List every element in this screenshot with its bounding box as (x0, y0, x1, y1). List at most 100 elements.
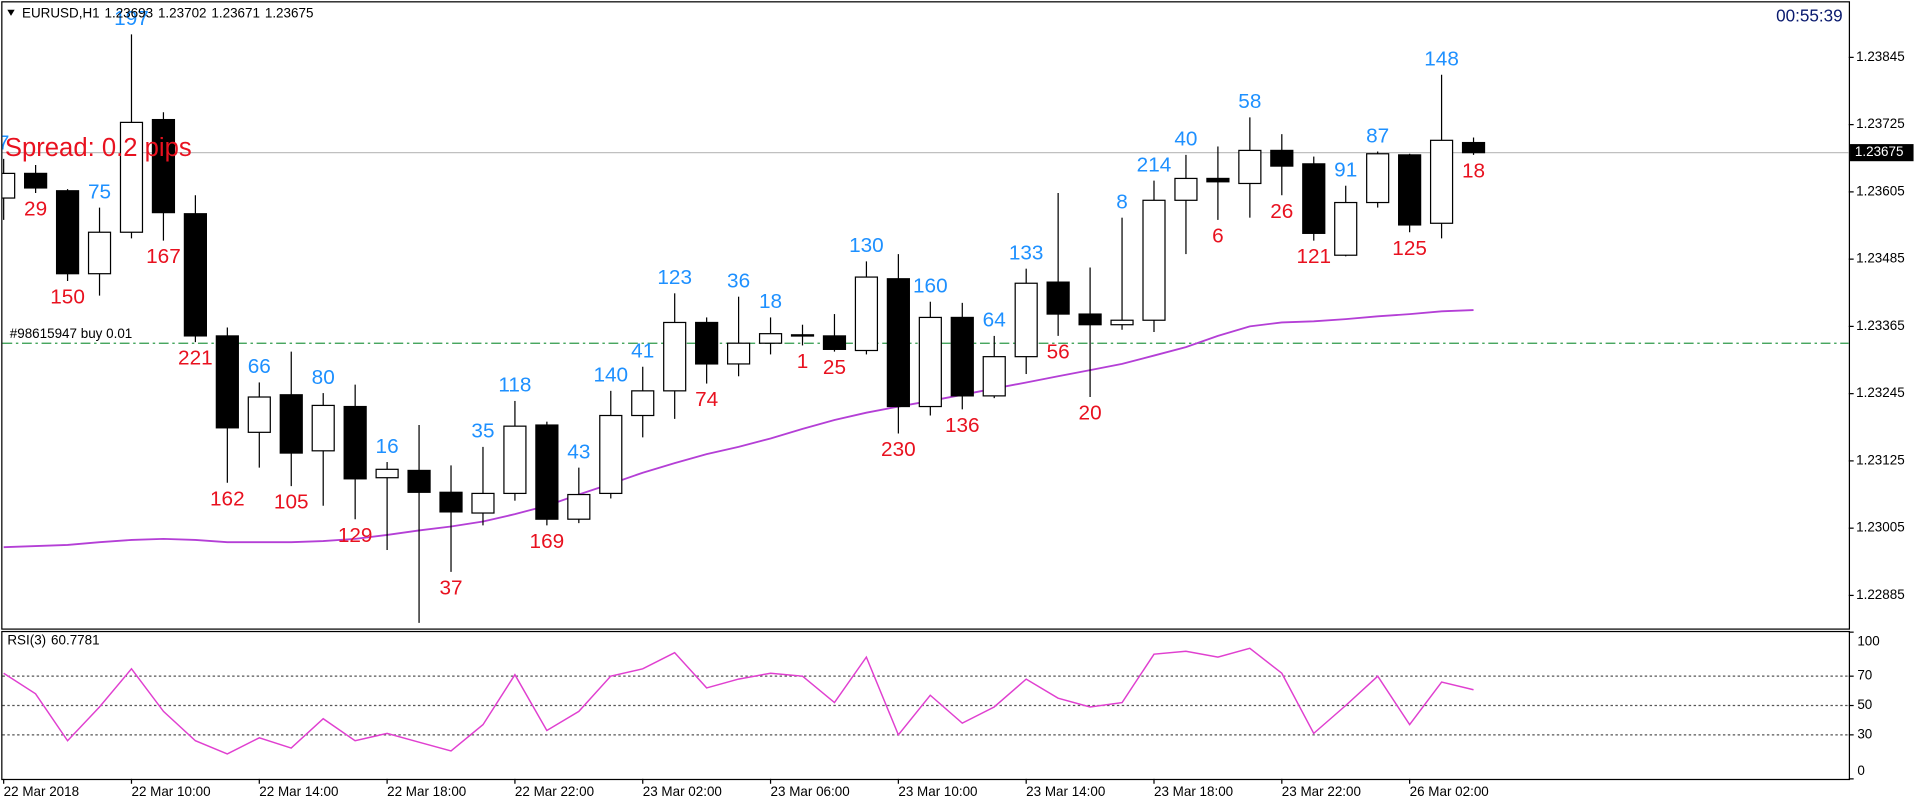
last-low: 1.23671 (211, 5, 260, 20)
candle-body (535, 424, 559, 520)
rsi-header: RSI(3) 60.7781 (7, 632, 99, 647)
y-tick-label: 0 (1857, 763, 1864, 778)
candle-label: 16 (376, 435, 399, 458)
candle-label: 6 (1212, 225, 1224, 248)
candle-label: 123 (657, 266, 692, 289)
candle-body (1334, 201, 1358, 256)
candle-body (726, 342, 751, 365)
candle-label: 66 (248, 355, 271, 378)
x-tick-label: 23 Mar 18:00 (1154, 784, 1233, 799)
candle-label: 40 (1174, 128, 1197, 151)
y-tick-label: 1.23725 (1856, 116, 1905, 131)
candle-body (1078, 313, 1102, 326)
candle-body (1238, 149, 1262, 185)
candle-body (567, 493, 591, 520)
candle-label: 75 (88, 180, 111, 203)
main-plot: #98615947 buy 0.017291507519716722116266… (0, 7, 1849, 650)
candle-label: 148 (1424, 48, 1459, 71)
x-tick-label: 23 Mar 02:00 (643, 784, 722, 799)
candle-label: 150 (50, 286, 85, 309)
candle-label: 58 (1238, 90, 1261, 113)
candle-label: 87 (1366, 124, 1389, 147)
y-tick-label: 30 (1857, 726, 1872, 741)
candle-body (1206, 177, 1230, 183)
candle-body (631, 390, 655, 417)
candle-body (471, 492, 495, 514)
x-tick-label: 22 Mar 14:00 (259, 784, 338, 799)
menu-arrow[interactable] (7, 9, 15, 16)
candle-label: 1 (797, 350, 809, 373)
candle-label: 121 (1296, 245, 1331, 268)
candle-label: 133 (1009, 241, 1044, 264)
candle-label: 129 (338, 524, 373, 547)
candle-label: 26 (1270, 200, 1293, 223)
axes: 1.22885 1.23005 1.23125 1.23245 1.23365 1.234… (3, 49, 1914, 799)
candle-label: 91 (1334, 159, 1357, 182)
candle-body (982, 356, 1006, 397)
candle-body (1398, 154, 1422, 226)
candle-label: 125 (1392, 237, 1427, 260)
candle-body (24, 172, 48, 189)
candle-body (1461, 141, 1486, 154)
candle-label: 56 (1047, 341, 1070, 364)
candle-body (1302, 163, 1326, 234)
candle-body (407, 469, 431, 493)
rsi-plot (2, 647, 1849, 755)
candle-body (758, 333, 783, 344)
y-tick-label: 1.23125 (1856, 452, 1905, 467)
candle-body (503, 425, 527, 495)
price-tag-label: 1.23675 (1855, 144, 1904, 159)
candle-body (375, 468, 399, 479)
x-tick-label: 23 Mar 10:00 (898, 784, 977, 799)
candle-body (1046, 281, 1070, 315)
candle-label: 169 (530, 530, 565, 553)
candle-body (1014, 282, 1038, 358)
candle-body (854, 276, 879, 352)
candle-label: 230 (881, 438, 916, 461)
last-high: 1.23702 (158, 5, 207, 20)
x-tick-label: 26 Mar 02:00 (1410, 784, 1489, 799)
candle-label: 29 (24, 198, 47, 221)
candle-body (1110, 319, 1134, 326)
candle-body (918, 316, 942, 408)
x-tick-label: 23 Mar 14:00 (1026, 784, 1105, 799)
order-label: #98615947 buy 0.01 (10, 326, 133, 341)
candle-body (950, 316, 974, 397)
rsi-title: RSI(3) (7, 632, 46, 647)
candle-label: 18 (1462, 159, 1485, 182)
rsi-last: 60.7781 (51, 632, 100, 647)
last-close: 1.23675 (265, 5, 314, 20)
candle-label: 20 (1079, 402, 1102, 425)
candle-body (183, 213, 207, 337)
candle-label: 37 (439, 576, 462, 599)
x-tick-label: 22 Mar 18:00 (387, 784, 466, 799)
timer: 00:55:39 (1776, 7, 1843, 26)
y-tick-label: 70 (1857, 668, 1872, 683)
candle-label: 74 (695, 388, 718, 411)
candle-label: 221 (178, 347, 213, 370)
last-open: 1.23693 (105, 5, 154, 20)
y-tick-label: 1.23605 (1856, 183, 1905, 198)
candle-label: 35 (471, 420, 494, 443)
symbol: EURUSD,H1 (22, 5, 100, 20)
y-tick-label: 100 (1857, 633, 1879, 648)
symbol-header: EURUSD,H1 1.23693 1.23702 1.23671 1.23675 (22, 5, 313, 20)
candle-label: 105 (274, 491, 309, 514)
candle-label: 130 (849, 234, 884, 257)
candle-label: 36 (727, 269, 750, 292)
price-tag (1850, 144, 1914, 162)
candle-body (790, 334, 815, 337)
candle-label: 167 (146, 245, 181, 268)
y-tick-label: 1.22885 (1856, 587, 1905, 602)
candle-label: 7 (0, 132, 9, 155)
candle-label: 41 (631, 340, 654, 363)
candle-body (599, 414, 623, 495)
candle-body (247, 396, 271, 433)
candle-label: 39 (408, 627, 431, 650)
y-tick-label: 1.23845 (1856, 49, 1905, 64)
x-tick-label: 22 Mar 10:00 (131, 784, 210, 799)
candle-label: 214 (1137, 153, 1172, 176)
candle-body (343, 405, 367, 480)
y-tick-label: 1.23365 (1856, 318, 1905, 333)
